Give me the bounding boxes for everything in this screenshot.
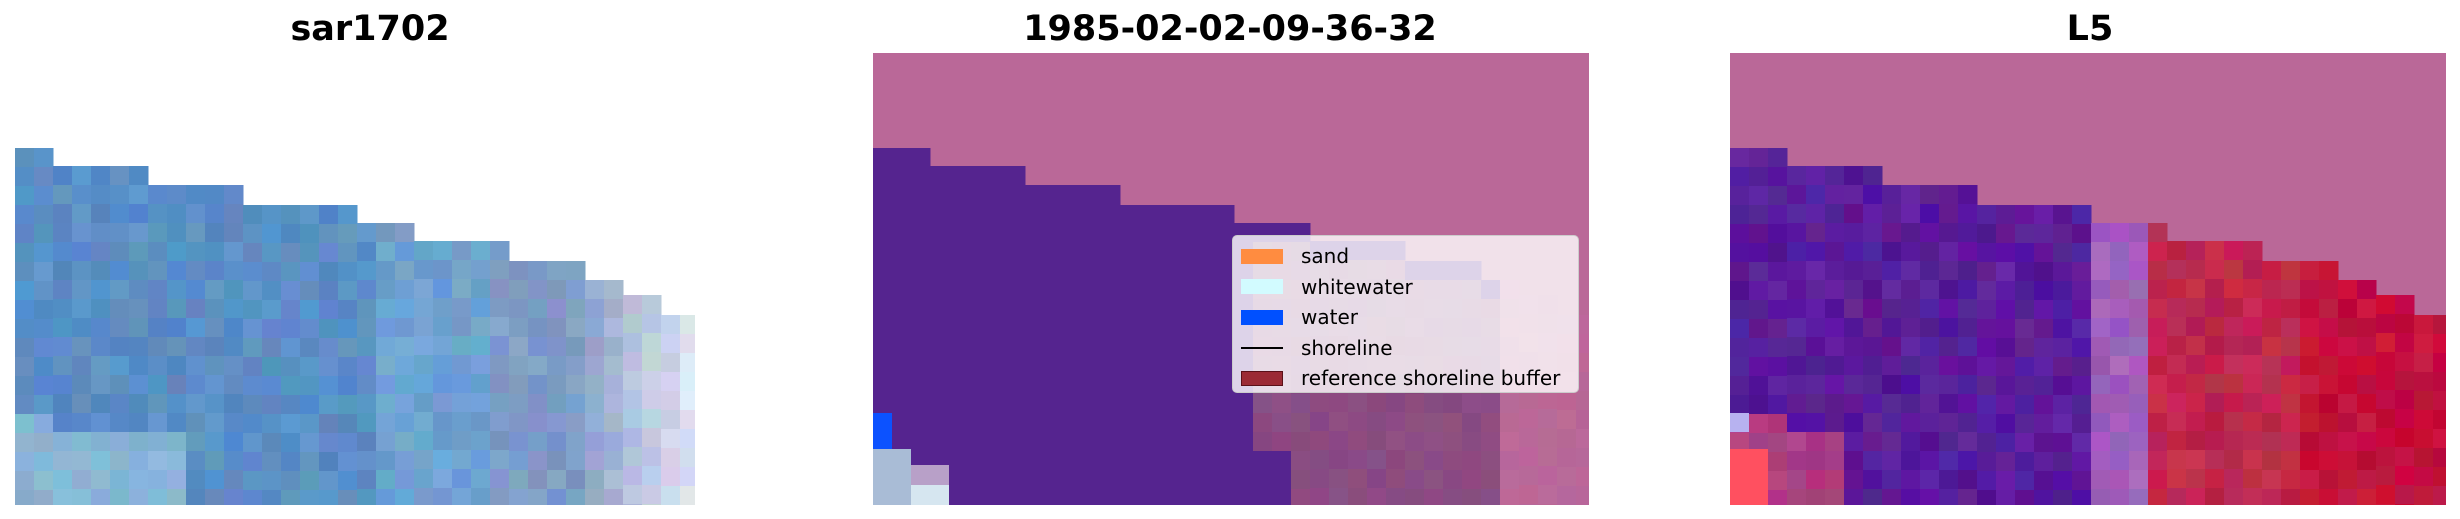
legend-label: reference shoreline buffer xyxy=(1301,366,1561,391)
index-raster xyxy=(1730,53,2446,505)
panel-title: 1985-02-02-09-36-32 xyxy=(1023,9,1437,49)
panel-title: L5 xyxy=(2066,9,2114,49)
legend-swatch-reference-buffer xyxy=(1241,370,1283,386)
panel-rgb-image: sar1702 xyxy=(0,0,740,519)
legend-item-water: water xyxy=(1241,302,1578,333)
legend-item-sand: sand xyxy=(1241,241,1578,272)
legend-swatch-whitewater xyxy=(1241,279,1283,295)
legend-label: whitewater xyxy=(1301,274,1413,299)
legend-label: shoreline xyxy=(1301,335,1393,360)
satellite-rgb-image xyxy=(15,53,695,505)
legend-item-whitewater: whitewater xyxy=(1241,272,1578,303)
legend: sand whitewater water shoreline referenc… xyxy=(1232,235,1579,393)
legend-swatch-water xyxy=(1241,309,1283,325)
legend-item-reference-buffer: reference shoreline buffer xyxy=(1241,363,1578,394)
legend-item-shoreline: shoreline xyxy=(1241,333,1578,364)
panel-index-image: L5 xyxy=(1720,0,2460,519)
rgb-image-raster xyxy=(15,148,695,505)
legend-swatch-sand xyxy=(1241,248,1283,264)
legend-label: sand xyxy=(1301,244,1350,269)
panel-classification: 1985-02-02-09-36-32 sand whitewater wate… xyxy=(860,0,1600,519)
legend-label: water xyxy=(1301,305,1358,330)
panel-title: sar1702 xyxy=(290,9,450,49)
index-image xyxy=(1730,53,2446,505)
legend-line-shoreline xyxy=(1241,346,1283,349)
